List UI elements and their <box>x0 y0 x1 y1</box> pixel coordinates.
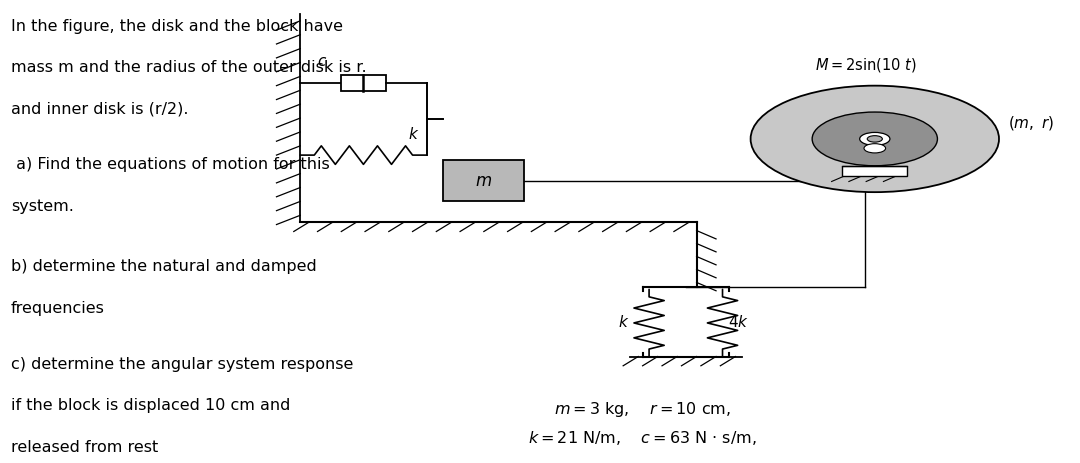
Text: frequencies: frequencies <box>11 301 105 316</box>
Text: system.: system. <box>11 199 73 214</box>
Text: In the figure, the disk and the block have: In the figure, the disk and the block ha… <box>11 19 342 33</box>
Text: $4k$: $4k$ <box>728 314 748 330</box>
Bar <box>340 75 387 91</box>
Text: $k$: $k$ <box>619 314 630 330</box>
Text: $k$: $k$ <box>408 126 419 142</box>
Text: mass m and the radius of the outer disk is r.: mass m and the radius of the outer disk … <box>11 60 366 75</box>
Text: $M=2\sin(10\ t)$: $M=2\sin(10\ t)$ <box>815 56 917 74</box>
Circle shape <box>812 112 937 166</box>
Bar <box>842 166 907 176</box>
Bar <box>443 160 524 201</box>
Text: c) determine the angular system response: c) determine the angular system response <box>11 357 353 371</box>
Text: if the block is displaced 10 cm and: if the block is displaced 10 cm and <box>11 398 291 413</box>
Circle shape <box>867 136 882 142</box>
Text: $k = 21$ N/m,    $c = 63$ N $\cdot$ s/m,: $k = 21$ N/m, $c = 63$ N $\cdot$ s/m, <box>528 429 757 446</box>
Circle shape <box>864 144 886 153</box>
Text: released from rest: released from rest <box>11 440 158 455</box>
Text: $m$: $m$ <box>475 172 491 189</box>
Text: a) Find the equations of motion for this: a) Find the equations of motion for this <box>11 157 329 172</box>
Text: $(m,\ r)$: $(m,\ r)$ <box>1008 114 1054 132</box>
Circle shape <box>751 86 999 192</box>
Text: $m = 3$ kg,    $r =10$ cm,: $m = 3$ kg, $r =10$ cm, <box>554 400 731 419</box>
Text: $c$: $c$ <box>316 55 327 69</box>
Text: and inner disk is (r/2).: and inner disk is (r/2). <box>11 102 188 117</box>
Circle shape <box>860 132 890 145</box>
Text: b) determine the natural and damped: b) determine the natural and damped <box>11 259 316 274</box>
